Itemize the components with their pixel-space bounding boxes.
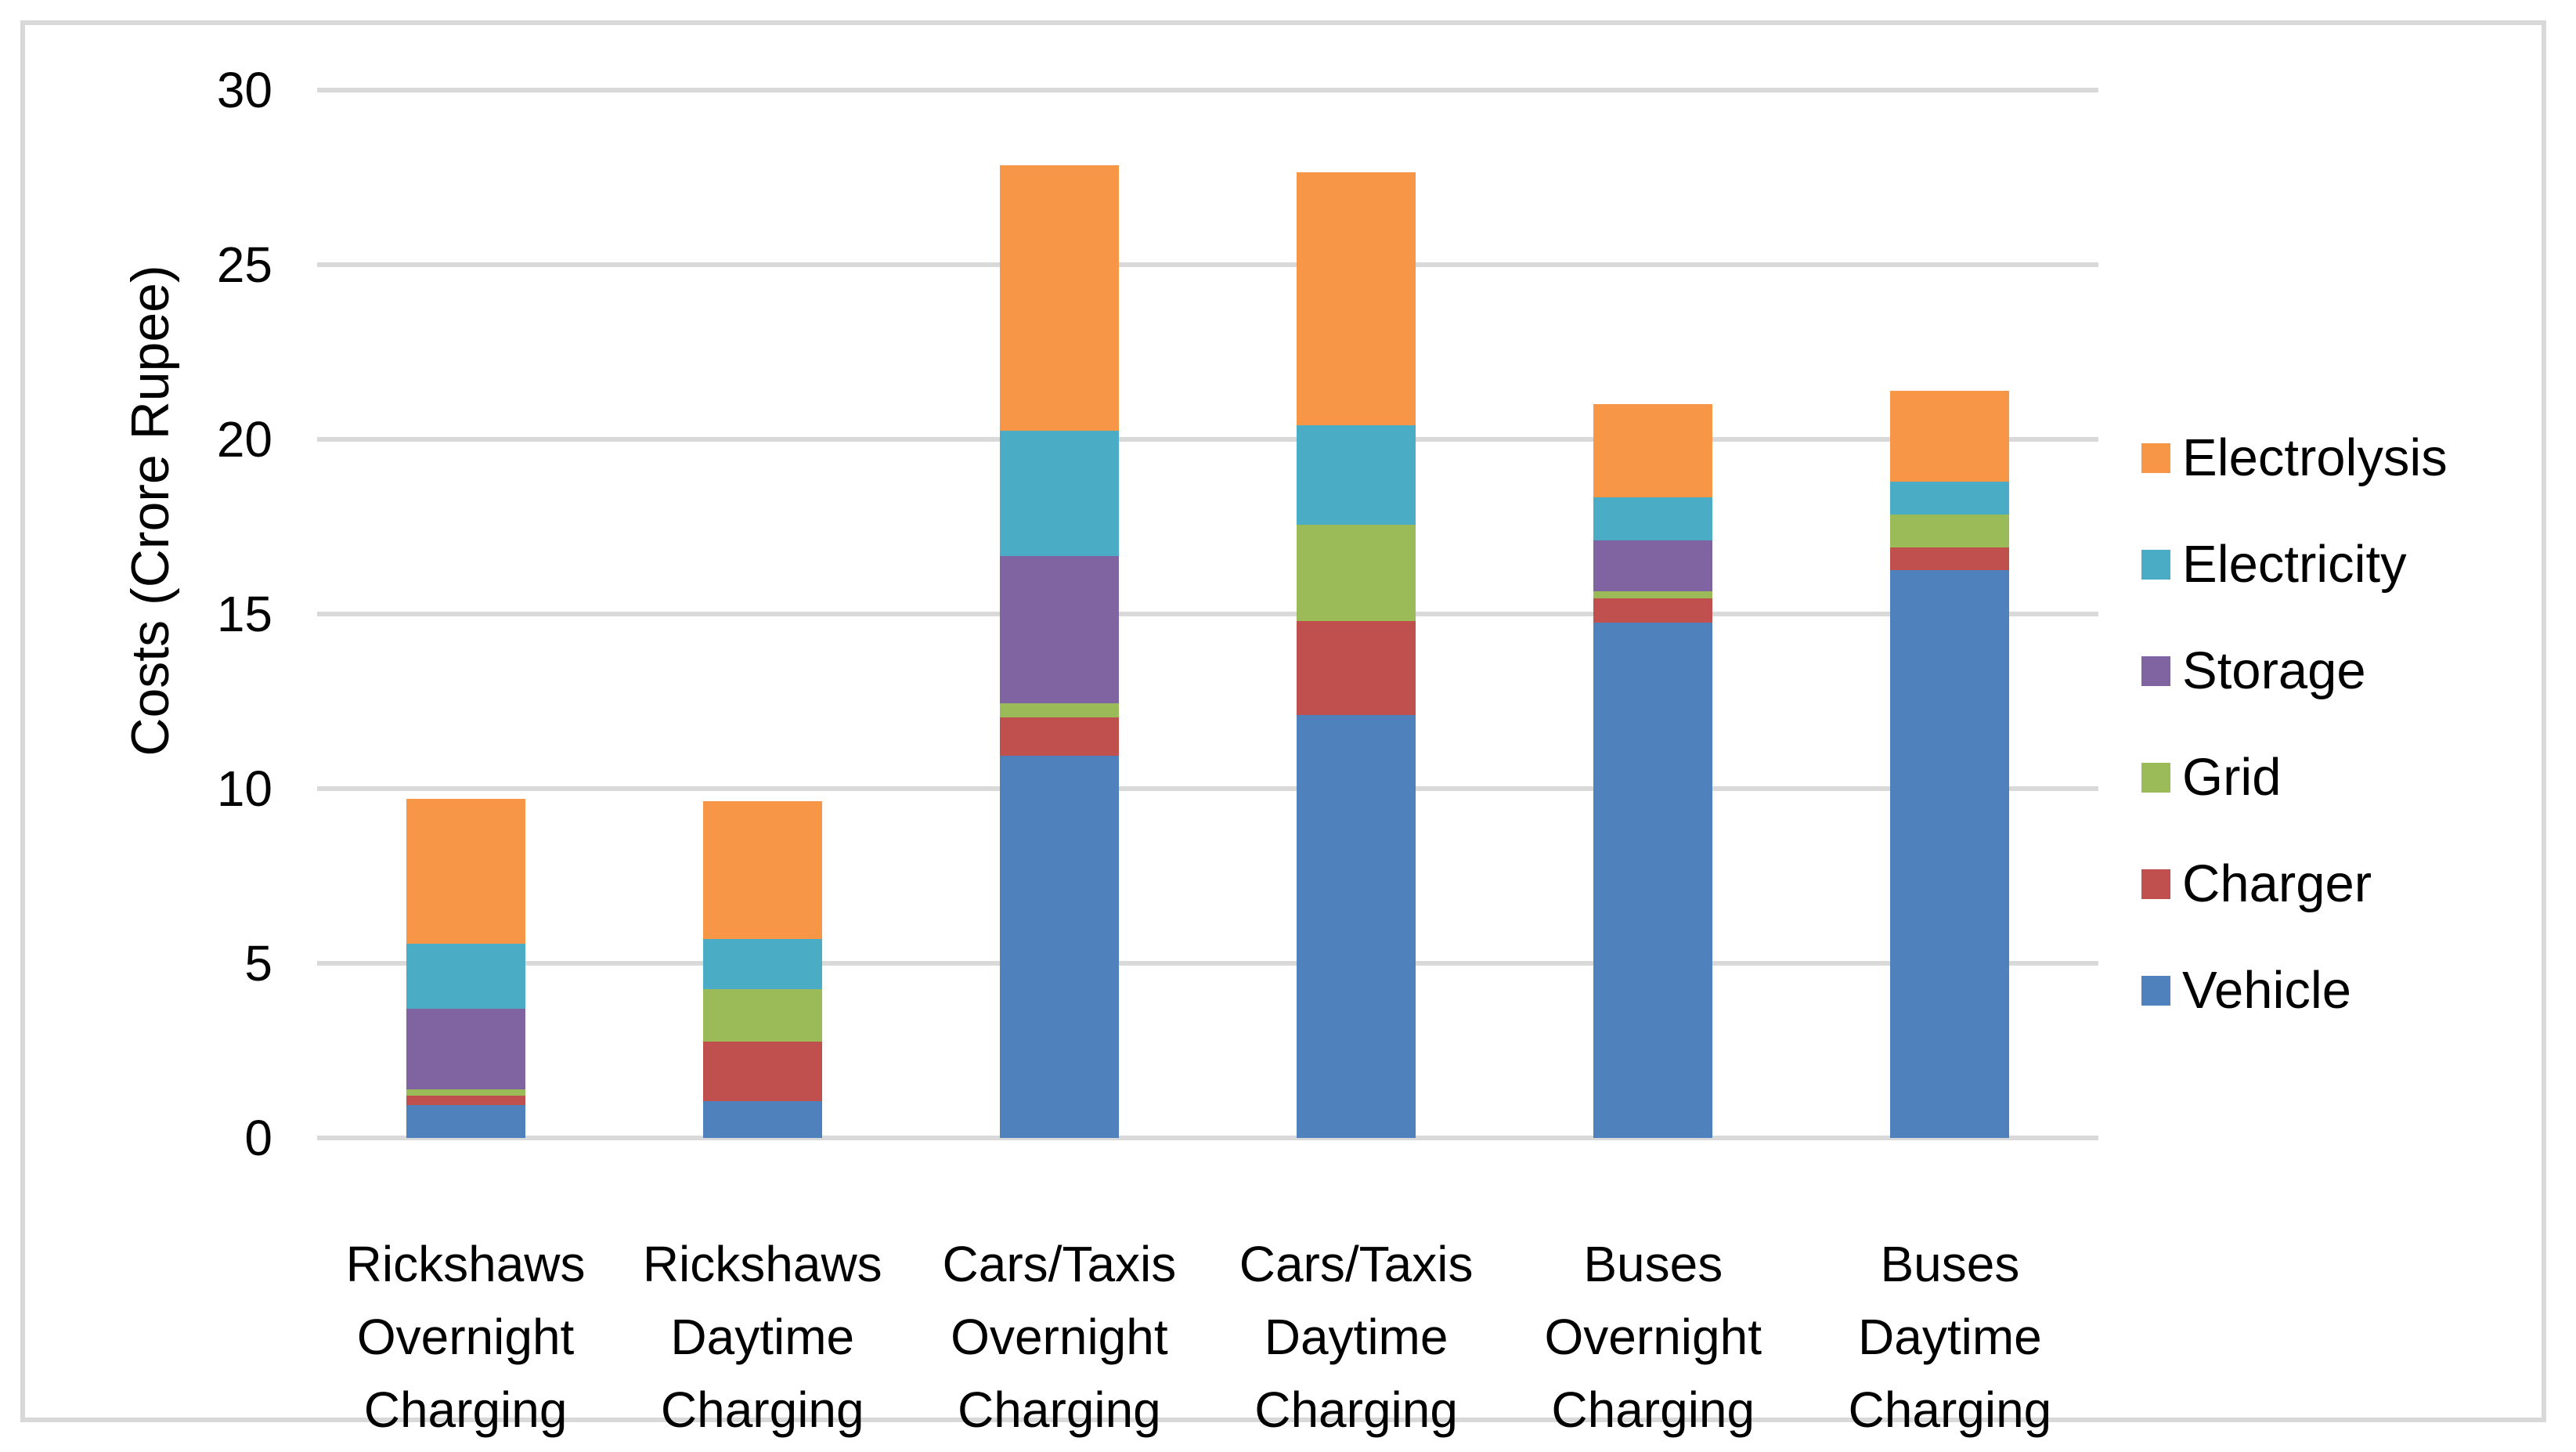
x-axis-label-line: Charging — [660, 1382, 864, 1438]
bar-segment-electricity-cat6 — [1890, 481, 2010, 515]
x-axis-label-line: Charging — [363, 1382, 568, 1438]
gridline-y-0 — [317, 1136, 2098, 1140]
bar-segment-electrolysis-cat4 — [1297, 172, 1416, 426]
bar-segment-vehicle-cat5 — [1593, 623, 1713, 1138]
x-axis-label-4: Cars/Taxis Daytime Charging — [1153, 1228, 1560, 1447]
y-tick-label-0: 0 — [244, 1110, 272, 1166]
x-axis-label-line: Buses — [1583, 1236, 1723, 1292]
bar-segment-grid-cat3 — [999, 703, 1119, 717]
bar-segment-electrolysis-cat2 — [702, 800, 822, 939]
x-axis-label-line: Cars/Taxis — [1239, 1236, 1474, 1292]
bar-segment-charger-cat2 — [702, 1042, 822, 1102]
legend-label: Electrolysis — [2182, 428, 2448, 487]
legend-swatch-grid — [2141, 763, 2170, 793]
legend-item-vehicle: Vehicle — [2141, 958, 2564, 1024]
x-axis-label-line: Cars/Taxis — [942, 1236, 1177, 1292]
legend-label: Electricity — [2182, 535, 2407, 594]
legend-item-charger: Charger — [2141, 851, 2564, 917]
x-axis-label-line: Charging — [1254, 1382, 1458, 1438]
x-axis-label-line: Daytime — [1264, 1309, 1449, 1365]
y-tick-label-30: 30 — [216, 62, 272, 118]
bar-segment-vehicle-cat6 — [1890, 570, 2010, 1138]
x-axis-label-line: Charging — [1848, 1382, 2052, 1438]
x-axis-label-line: Rickshaws — [345, 1236, 586, 1292]
legend-label: Storage — [2182, 641, 2366, 700]
bar-segment-vehicle-cat2 — [702, 1101, 822, 1138]
bar-segment-electrolysis-cat5 — [1593, 404, 1713, 497]
x-axis-label-line: Overnight — [356, 1309, 575, 1365]
legend-item-electrolysis: Electrolysis — [2141, 425, 2564, 491]
gridline-y-15 — [317, 612, 2098, 616]
x-axis-label-line: Overnight — [1544, 1309, 1762, 1365]
x-axis-label-line: Charging — [1551, 1382, 1755, 1438]
gridline-y-25 — [317, 262, 2098, 267]
bar-segment-grid-cat2 — [702, 989, 822, 1042]
x-axis-label-line: Daytime — [1858, 1309, 2042, 1365]
chart-outer-border — [20, 20, 2546, 1422]
x-axis-label-line: Daytime — [670, 1309, 855, 1365]
bar-segment-grid-cat4 — [1297, 525, 1416, 621]
x-axis-label-2: Rickshaws Daytime Charging — [559, 1228, 966, 1447]
x-axis-label-1: Rickshaws Overnight Charging — [262, 1228, 669, 1447]
legend-item-storage: Storage — [2141, 638, 2564, 704]
x-axis-label-line: Overnight — [951, 1309, 1168, 1365]
legend-swatch-storage — [2141, 656, 2170, 686]
legend-label: Grid — [2182, 748, 2282, 807]
bar-segment-electricity-cat5 — [1593, 497, 1713, 541]
bar-segment-charger-cat1 — [406, 1096, 525, 1105]
bar-segment-electrolysis-cat6 — [1890, 390, 2010, 482]
bar-segment-electrolysis-cat3 — [999, 164, 1119, 431]
gridline-y-5 — [317, 961, 2098, 966]
bar-segment-storage-cat5 — [1593, 540, 1713, 591]
legend-swatch-electricity — [2141, 550, 2170, 580]
x-axis-label-6: Buses Daytime Charging — [1746, 1228, 2153, 1447]
x-axis-label-line: Rickshaws — [642, 1236, 882, 1292]
gridline-y-10 — [317, 786, 2098, 791]
y-tick-label-10: 10 — [216, 760, 272, 817]
x-axis-label-line: Buses — [1880, 1236, 2020, 1292]
legend-swatch-electrolysis — [2141, 443, 2170, 473]
legend-item-grid: Grid — [2141, 745, 2564, 811]
y-tick-label-5: 5 — [244, 935, 272, 991]
legend-swatch-vehicle — [2141, 976, 2170, 1006]
bar-segment-vehicle-cat1 — [406, 1104, 525, 1138]
bar-segment-vehicle-cat4 — [1297, 715, 1416, 1138]
gridline-y-20 — [317, 437, 2098, 442]
bar-segment-electrolysis-cat1 — [406, 799, 525, 945]
bar-segment-charger-cat3 — [999, 717, 1119, 756]
y-tick-label-25: 25 — [216, 237, 272, 293]
bar-segment-charger-cat6 — [1890, 547, 2010, 571]
legend-label: Charger — [2182, 854, 2372, 913]
y-tick-label-20: 20 — [216, 411, 272, 468]
x-axis-label-line: Charging — [958, 1382, 1161, 1438]
bar-segment-electricity-cat3 — [999, 430, 1119, 557]
bar-segment-vehicle-cat3 — [999, 755, 1119, 1138]
legend-label: Vehicle — [2182, 961, 2352, 1020]
bar-segment-charger-cat5 — [1593, 598, 1713, 623]
gridline-y-30 — [317, 88, 2098, 92]
y-tick-label-15: 15 — [216, 586, 272, 642]
bar-segment-grid-cat5 — [1593, 591, 1713, 598]
bar-segment-grid-cat1 — [406, 1089, 525, 1096]
bar-segment-electricity-cat1 — [406, 944, 525, 1009]
bar-segment-electricity-cat4 — [1297, 425, 1416, 526]
bar-segment-grid-cat6 — [1890, 514, 2010, 548]
bar-segment-storage-cat1 — [406, 1008, 525, 1089]
y-axis-title: Costs (Crore Rupee) — [121, 265, 180, 757]
x-axis-label-5: Buses Overnight Charging — [1449, 1228, 1856, 1447]
x-axis-label-3: Cars/Taxis Overnight Charging — [856, 1228, 1263, 1447]
bar-segment-storage-cat3 — [999, 556, 1119, 703]
bar-segment-charger-cat4 — [1297, 620, 1416, 716]
legend-swatch-charger — [2141, 869, 2170, 899]
legend-item-electricity: Electricity — [2141, 532, 2564, 598]
bar-segment-electricity-cat2 — [702, 938, 822, 990]
